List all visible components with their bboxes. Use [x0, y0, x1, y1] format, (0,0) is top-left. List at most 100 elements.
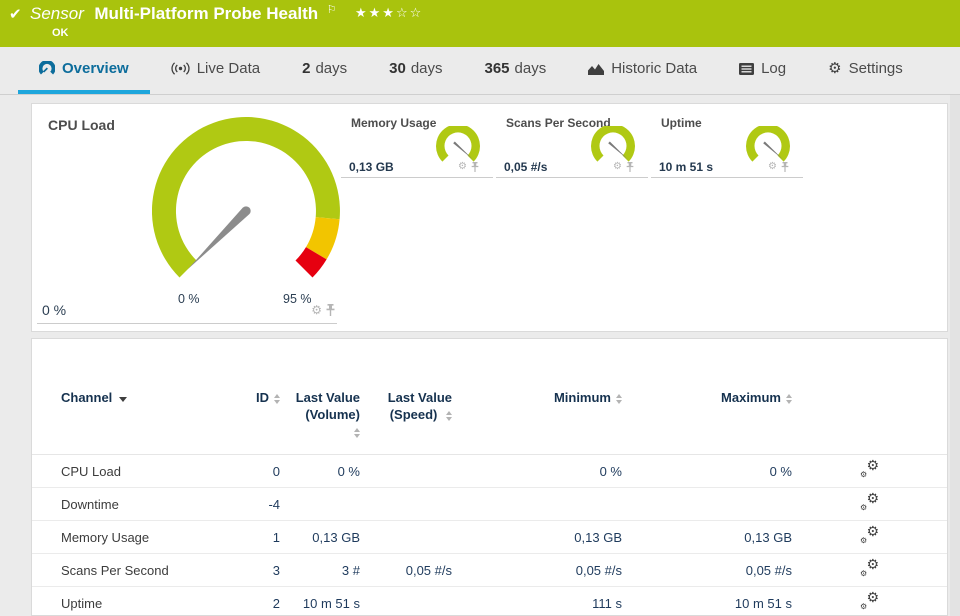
channel-table-panel: Channel ID Last Value (Volume) Last Value (Sp… — [31, 338, 948, 616]
cell-last-value-speed: 0,05 #/s — [360, 553, 452, 587]
broadcast-icon — [171, 62, 190, 75]
check-icon: ✔ — [9, 5, 22, 23]
tab-bar: Overview Live Data 2 days 30 days 365 days Histo… — [0, 47, 960, 95]
tab-30-days[interactable]: 30 days — [368, 47, 463, 94]
sensor-title: Multi-Platform Probe Health — [94, 4, 319, 23]
cell-maximum: 10 m 51 s — [622, 586, 792, 615]
cell-edit: ⚙ ⚙ — [792, 586, 947, 615]
tab-label: Settings — [848, 60, 903, 77]
cell-maximum: 0,13 GB — [622, 520, 792, 554]
cell-channel[interactable]: Downtime — [32, 487, 247, 521]
gear-icon: ⚙ — [828, 59, 842, 77]
tab-log[interactable]: Log — [718, 47, 807, 94]
gear-icon[interactable]: ⚙ — [613, 161, 622, 172]
tab-number: 30 — [389, 60, 406, 77]
cpu-load-gauge — [152, 117, 340, 278]
cell-channel[interactable]: CPU Load — [32, 454, 247, 488]
gauge-panel-cpu-load: CPU Load 0 % 95 % 0 % ⚙ — [37, 104, 340, 324]
cell-last-value-speed — [360, 520, 452, 554]
gauge-value: 0,05 #/s — [504, 160, 548, 174]
gears-icon[interactable]: ⚙ ⚙ — [860, 557, 879, 578]
gauge-panel-scans-per-second: Scans Per Second 0,05 #/s ⚙ — [496, 114, 648, 178]
cell-last-value-volume: 3 # — [280, 553, 360, 587]
column-header-last-value-speed[interactable]: Last Value (Speed) — [360, 339, 452, 455]
status-badge: OK — [52, 27, 69, 39]
tab-overview[interactable]: Overview — [18, 47, 150, 94]
cell-maximum — [622, 487, 792, 521]
gauge-value: 0 % — [42, 302, 67, 318]
gears-icon[interactable]: ⚙ ⚙ — [860, 590, 879, 611]
memory-usage-gauge — [436, 126, 480, 162]
cell-minimum: 111 s — [452, 586, 622, 615]
gauge-value: 0,13 GB — [349, 160, 394, 174]
cell-id: 1 — [247, 520, 280, 554]
gear-icon[interactable]: ⚙ — [311, 303, 322, 317]
tab-2-days[interactable]: 2 days — [281, 47, 368, 94]
gears-icon[interactable]: ⚙ ⚙ — [860, 458, 879, 479]
cell-minimum: 0,05 #/s — [452, 553, 622, 587]
column-header-last-value-volume[interactable]: Last Value (Volume) — [280, 339, 360, 455]
scans-per-second-gauge — [591, 126, 635, 162]
gauge-scale-min: 0 % — [178, 292, 200, 306]
sort-desc-icon — [119, 397, 128, 402]
gear-icon[interactable]: ⚙ — [768, 161, 777, 172]
cell-edit: ⚙ ⚙ — [792, 487, 947, 521]
gauge-value: 10 m 51 s — [659, 160, 714, 174]
sort-icon — [446, 410, 452, 421]
cell-minimum — [452, 487, 622, 521]
gauge-title: Uptime — [661, 116, 702, 130]
gauge-needle — [763, 141, 783, 160]
gauge-title: Scans Per Second — [506, 116, 611, 130]
tab-live-data[interactable]: Live Data — [150, 47, 281, 94]
gauge-needle — [453, 141, 473, 160]
pin-icon[interactable] — [471, 162, 479, 172]
gauge-icon — [39, 61, 55, 76]
rating-stars[interactable]: ★★★☆☆ — [354, 6, 424, 21]
column-header-id[interactable]: ID — [247, 339, 280, 455]
tab-historic-data[interactable]: Historic Data — [567, 47, 718, 94]
tab-label: Live Data — [196, 60, 261, 77]
scrollbar-track[interactable] — [950, 95, 960, 616]
gauge-panel-uptime: Uptime 10 m 51 s ⚙ — [651, 114, 803, 178]
cell-maximum: 0 % — [622, 454, 792, 488]
area-chart-icon — [588, 62, 605, 75]
tab-label: Historic Data — [611, 60, 698, 77]
pin-icon[interactable] — [781, 162, 789, 172]
table-row: Downtime -4 ⚙ ⚙ — [32, 487, 947, 521]
gauge-needle — [608, 141, 628, 160]
gauges-panel: CPU Load 0 % 95 % 0 % ⚙ Memory Usage 0,1… — [31, 103, 948, 332]
table-row: CPU Load 0 0 % 0 % 0 % ⚙ ⚙ — [32, 454, 947, 488]
gauge-needle — [188, 206, 251, 269]
tab-settings[interactable]: ⚙ Settings — [807, 47, 924, 94]
tab-365-days[interactable]: 365 days — [464, 47, 568, 94]
tab-label: days — [410, 60, 443, 77]
tab-number: 2 — [302, 60, 311, 77]
tab-label: days — [514, 60, 547, 77]
cell-last-value-volume — [280, 487, 360, 521]
cell-channel[interactable]: Scans Per Second — [32, 553, 247, 587]
tab-label: Log — [761, 60, 787, 77]
tab-label: days — [315, 60, 348, 77]
cell-id: 0 — [247, 454, 280, 488]
sort-icon — [354, 427, 360, 438]
gears-icon[interactable]: ⚙ ⚙ — [860, 524, 879, 545]
cell-channel[interactable]: Memory Usage — [32, 520, 247, 554]
column-header-minimum[interactable]: Minimum — [452, 339, 622, 455]
sort-icon — [786, 393, 792, 404]
gear-icon[interactable]: ⚙ — [458, 161, 467, 172]
cell-last-value-speed — [360, 454, 452, 488]
gears-icon[interactable]: ⚙ ⚙ — [860, 491, 879, 512]
pin-icon[interactable] — [626, 162, 634, 172]
sort-icon — [616, 393, 622, 404]
cell-last-value-volume: 0,13 GB — [280, 520, 360, 554]
sensor-header: ✔ Sensor Multi-Platform Probe Health ⚐ ★… — [0, 0, 960, 47]
table-row: Uptime 2 10 m 51 s 111 s 10 m 51 s ⚙ ⚙ — [32, 586, 947, 615]
flag-icon[interactable]: ⚐ — [326, 3, 337, 16]
cell-channel[interactable]: Uptime — [32, 586, 247, 615]
gauge-scale-max: 95 % — [283, 292, 312, 306]
column-header-channel[interactable]: Channel — [32, 339, 247, 455]
pin-icon[interactable] — [326, 304, 335, 316]
cell-id: 3 — [247, 553, 280, 587]
column-header-maximum[interactable]: Maximum — [622, 339, 792, 455]
